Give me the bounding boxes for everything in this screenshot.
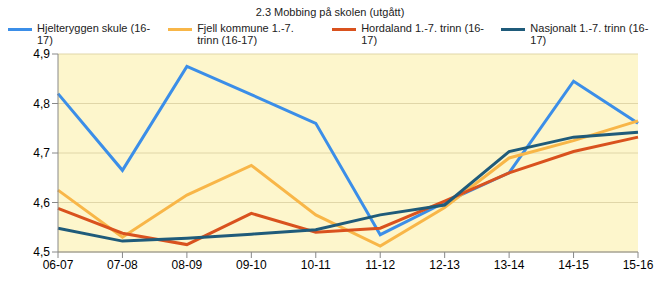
svg-text:09-10: 09-10 [236, 258, 267, 272]
svg-text:4,7: 4,7 [33, 146, 50, 160]
svg-text:06-07: 06-07 [43, 258, 74, 272]
svg-text:4,5: 4,5 [33, 245, 50, 259]
html-text:2.3 Mobbing på skolen (utgått): 2.3 Mobbing på skolen (utgått) [255, 6, 405, 18]
svg-text:4,6: 4,6 [33, 196, 50, 210]
svg-text:11-12: 11-12 [365, 258, 395, 272]
html-text:Hjelteryggen skule (16-17): Hjelteryggen skule (16-17) [37, 22, 151, 46]
html-text:Nasjonalt 1.-7. trinn (16-17): Nasjonalt 1.-7. trinn (16-17) [530, 22, 649, 46]
html-text:Hordaland 1.-7. trinn (16-17): Hordaland 1.-7. trinn (16-17) [361, 22, 484, 46]
svg-text:4,9: 4,9 [33, 47, 50, 61]
svg-text:12-13: 12-13 [429, 258, 460, 272]
svg-text:14-15: 14-15 [558, 258, 589, 272]
svg-text:10-11: 10-11 [301, 258, 331, 272]
svg-text:4,8: 4,8 [33, 97, 50, 111]
html-text:Fjell kommune 1.-7. trinn (16-: Fjell kommune 1.-7. trinn (16-17) [197, 22, 294, 46]
svg-text:15-16: 15-16 [623, 258, 652, 272]
svg-text:07-08: 07-08 [107, 258, 138, 272]
svg-text:08-09: 08-09 [172, 258, 203, 272]
svg-text:13-14: 13-14 [494, 258, 525, 272]
